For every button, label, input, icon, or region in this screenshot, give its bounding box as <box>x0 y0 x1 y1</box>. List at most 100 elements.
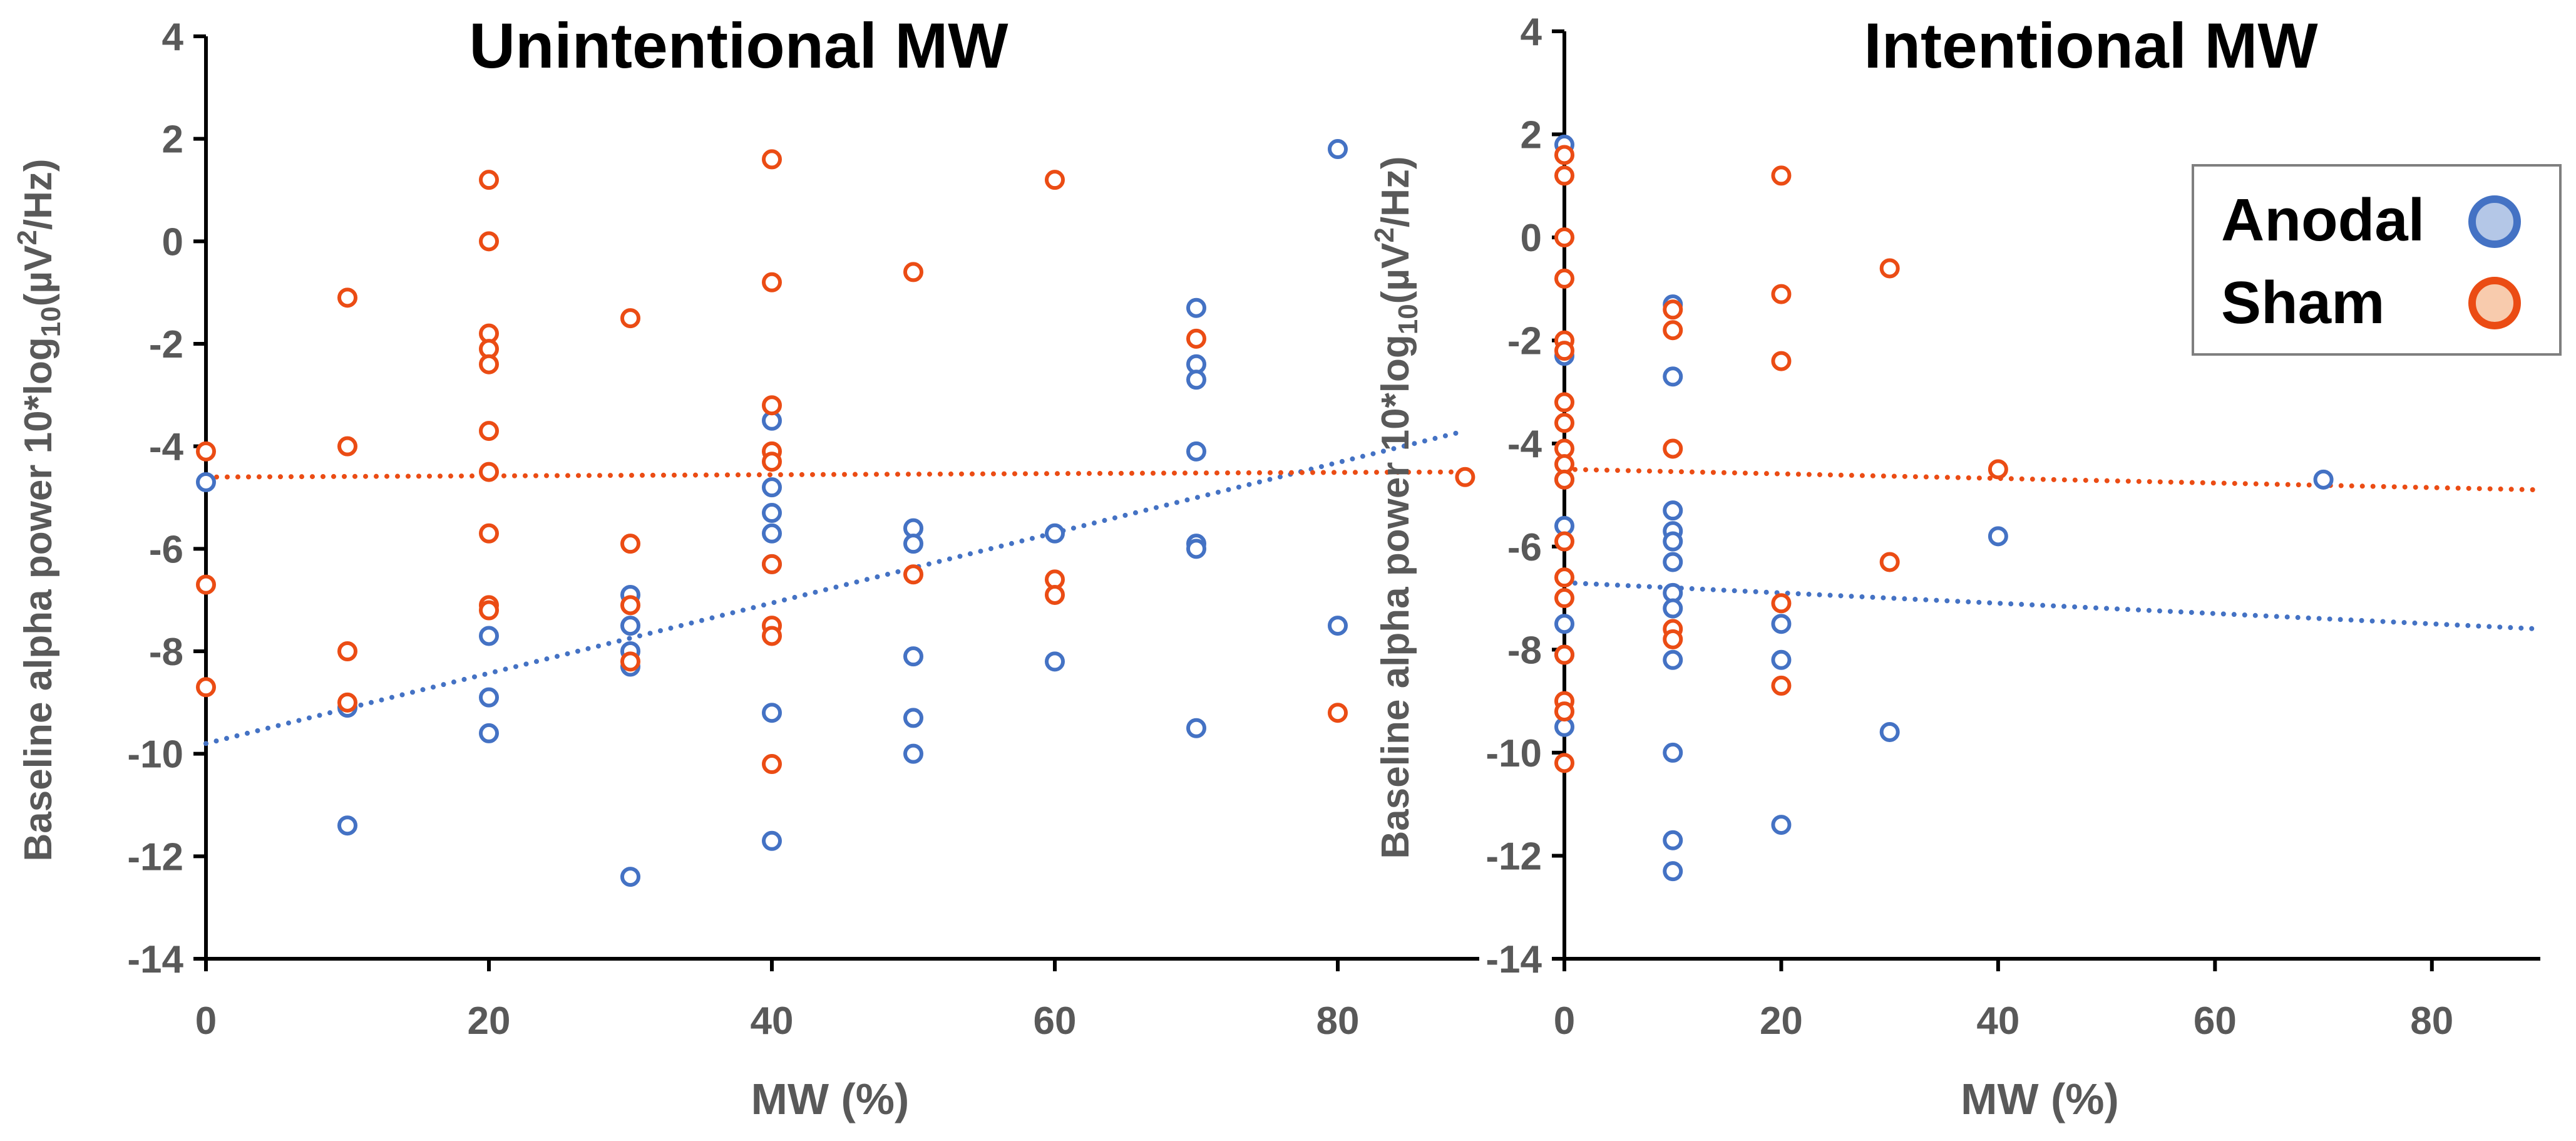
legend-label-sham: Sham <box>2221 269 2384 336</box>
point-anodal <box>1045 523 1065 544</box>
y-tick-label: -12 <box>1486 835 1542 878</box>
y-tick-label: -12 <box>127 835 183 879</box>
y-tick-label: -4 <box>1507 423 1542 466</box>
x-axis-title: MW (%) <box>1961 1075 2119 1123</box>
point-anodal <box>1663 742 1683 763</box>
point-anodal <box>762 503 782 524</box>
y-tick-label: -6 <box>149 528 183 571</box>
point-anodal <box>762 477 782 498</box>
point-anodal <box>903 534 923 554</box>
point-anodal <box>762 703 782 723</box>
point-sham <box>1663 438 1683 459</box>
y-tick-label: -8 <box>1507 629 1542 672</box>
point-sham <box>196 574 216 595</box>
y-tick-label: -4 <box>149 426 184 469</box>
point-sham <box>1554 413 1574 433</box>
chart-title: Unintentional MW <box>469 10 1008 81</box>
chart-title: Intentional MW <box>1864 10 2318 81</box>
point-anodal <box>620 867 640 887</box>
y-tick-label: -2 <box>1507 320 1542 363</box>
point-anodal <box>479 723 499 743</box>
legend-marker-anodal <box>2468 195 2521 248</box>
point-sham <box>1771 165 1792 186</box>
point-sham <box>1554 753 1574 773</box>
point-sham <box>337 692 357 713</box>
point-sham <box>1554 469 1574 490</box>
point-anodal <box>1663 649 1683 670</box>
y-tick-label: -2 <box>149 323 183 366</box>
point-anodal <box>903 708 923 728</box>
point-sham <box>337 641 357 661</box>
point-sham <box>196 677 216 698</box>
point-sham <box>1554 145 1574 165</box>
y-tick-label: -10 <box>1486 732 1542 775</box>
point-sham <box>337 436 357 457</box>
point-sham <box>903 262 923 282</box>
point-sham <box>196 441 216 462</box>
point-sham <box>1771 675 1792 696</box>
x-tick-label: 80 <box>1316 999 1360 1043</box>
point-sham <box>479 354 499 374</box>
point-anodal <box>762 830 782 851</box>
point-anodal <box>1554 614 1574 634</box>
point-anodal <box>1663 500 1683 521</box>
y-tick-label: 2 <box>162 118 183 162</box>
point-anodal <box>1988 526 2008 547</box>
x-tick-label: 60 <box>1034 999 1077 1043</box>
point-anodal <box>1186 539 1206 559</box>
point-anodal <box>337 815 357 836</box>
point-sham <box>1663 299 1683 320</box>
point-sham <box>1554 588 1574 609</box>
legend: Anodal Sham <box>2192 164 2562 356</box>
point-sham <box>479 170 499 190</box>
point-anodal <box>1186 369 1206 390</box>
y-tick-label: -8 <box>149 631 183 674</box>
x-tick-label: 60 <box>2194 999 2237 1043</box>
point-sham <box>1771 593 1792 614</box>
x-axis-title: MW (%) <box>751 1075 910 1123</box>
point-anodal <box>1045 651 1065 672</box>
trendline-sham <box>1562 467 2543 493</box>
x-tick-label: 0 <box>1554 999 1575 1043</box>
point-sham <box>620 308 640 329</box>
point-sham <box>1554 701 1574 722</box>
y-tick-label: 0 <box>1521 217 1542 260</box>
point-anodal <box>903 646 923 667</box>
point-sham <box>1554 341 1574 361</box>
point-sham <box>903 564 923 585</box>
legend-label-anodal: Anodal <box>2221 187 2425 254</box>
y-tick-label: -6 <box>1507 526 1542 569</box>
point-anodal <box>1186 297 1206 318</box>
point-sham <box>762 754 782 775</box>
point-anodal <box>1879 721 1900 742</box>
y-tick-label: 2 <box>1521 114 1542 157</box>
point-sham <box>1663 629 1683 649</box>
x-tick-label: 80 <box>2410 999 2453 1043</box>
point-anodal <box>479 687 499 708</box>
point-anodal <box>762 523 782 544</box>
point-sham <box>1455 467 1475 487</box>
x-tick-label: 40 <box>751 999 794 1043</box>
point-anodal <box>1186 441 1206 462</box>
point-anodal <box>903 743 923 764</box>
point-sham <box>1554 567 1574 588</box>
point-anodal <box>1663 531 1683 552</box>
point-sham <box>1771 284 1792 304</box>
point-sham <box>337 287 357 308</box>
point-sham <box>1988 459 2008 480</box>
point-sham <box>479 462 499 482</box>
point-sham <box>1554 644 1574 665</box>
x-tick-label: 0 <box>195 999 217 1043</box>
point-sham <box>762 626 782 646</box>
point-sham <box>1771 351 1792 371</box>
y-tick-label: 4 <box>162 16 184 59</box>
trendline-anodal <box>1562 580 2543 632</box>
point-sham <box>479 600 499 621</box>
y-tick-label: 4 <box>1521 11 1542 54</box>
point-sham <box>620 534 640 554</box>
point-anodal <box>1186 718 1206 738</box>
legend-marker-sham <box>2468 277 2521 329</box>
point-sham <box>1554 165 1574 186</box>
